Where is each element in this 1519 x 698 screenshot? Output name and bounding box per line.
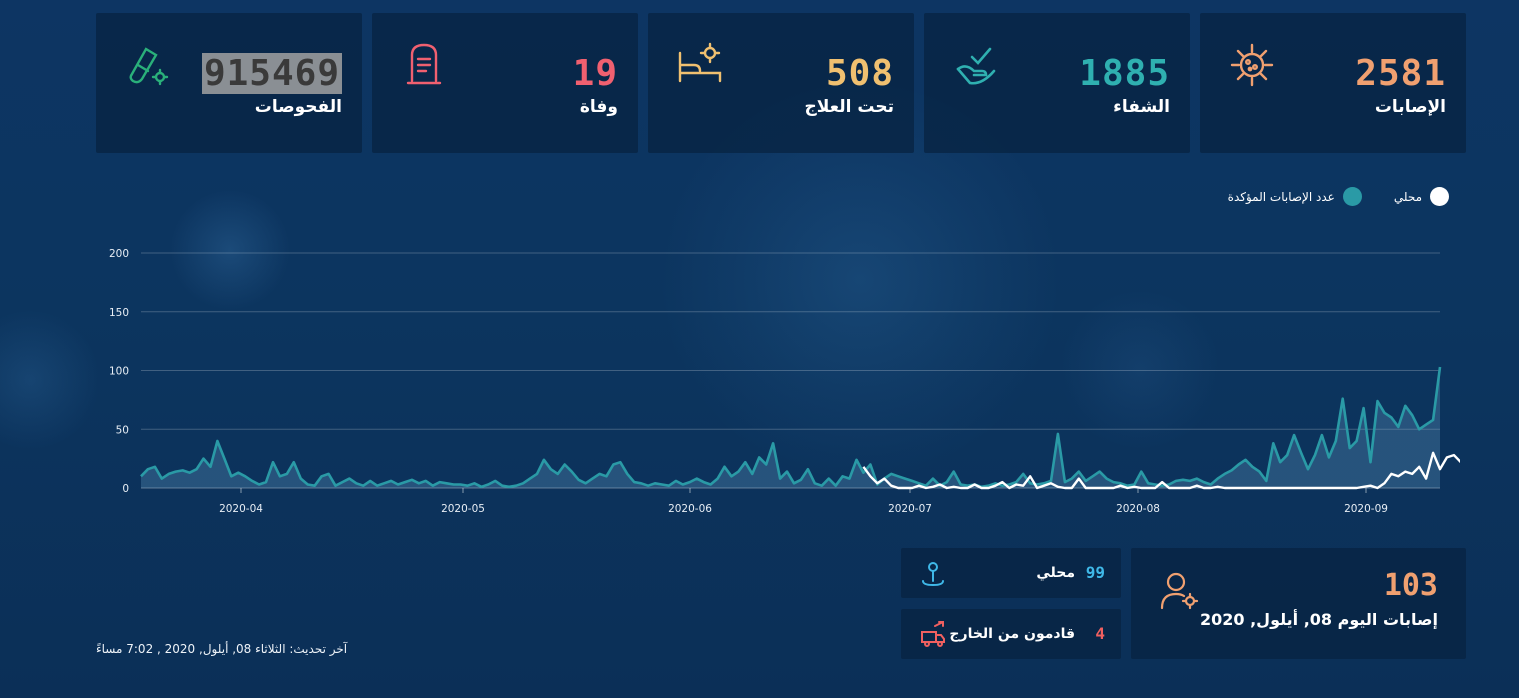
- abroad-cases-card: 4 قادمون من الخارج: [901, 609, 1121, 659]
- stat-value: 508: [825, 53, 894, 94]
- legend-swatch-confirmed: [1342, 187, 1362, 206]
- x-tick-label: 2020-06: [668, 503, 712, 515]
- location-pin-icon: [922, 562, 944, 587]
- local-series-line: [862, 451, 1460, 490]
- stat-label: وفاة: [579, 97, 618, 117]
- y-tick-label: 100: [109, 366, 129, 378]
- stat-label: الإصابات: [1374, 97, 1446, 117]
- confirmed-series-line: [140, 366, 1442, 489]
- cases-chart: 0 50 100 150 200 2020-04 2020-05 2020-06 2020-07…: [109, 248, 1460, 515]
- local-cases-label: محلي: [1036, 565, 1075, 581]
- y-tick-label: 200: [109, 248, 129, 260]
- local-cases-card: 99 محلي: [901, 548, 1121, 598]
- legend-label-local: محلي: [1393, 189, 1422, 204]
- y-tick-label: 0: [122, 483, 129, 495]
- legend-item-local[interactable]: محلي: [1394, 187, 1449, 206]
- test-tube-icon: [129, 47, 169, 86]
- legend-label-confirmed: عدد الإصابات المؤكدة: [1227, 189, 1335, 204]
- y-tick-label: 150: [109, 307, 129, 319]
- abroad-cases-value: 4: [1095, 624, 1105, 643]
- chart-legend: عدد الإصابات المؤكدة محلي: [1228, 187, 1449, 206]
- x-tick-label: 2020-09: [1344, 503, 1388, 515]
- stat-card-tests: 915469 الفحوصات: [96, 13, 362, 153]
- today-cases-label: إصابات اليوم 08, أيلول, 2020: [1200, 610, 1438, 629]
- virus-icon: [1230, 43, 1274, 87]
- stat-label: تحت العلاج: [804, 97, 894, 117]
- x-tick-label: 2020-07: [888, 503, 932, 515]
- stat-card-cases: 2581 الإصابات: [1200, 13, 1466, 153]
- stat-label: الفحوصات: [254, 97, 342, 117]
- stat-card-treatment: 508 تحت العلاج: [648, 13, 914, 153]
- stat-value: 915469: [201, 53, 342, 94]
- today-cases-card: 103 إصابات اليوم 08, أيلول, 2020: [1131, 548, 1466, 659]
- user-gear-icon: [1160, 572, 1199, 610]
- legend-swatch-local: [1430, 187, 1449, 206]
- plane-truck-icon: [921, 621, 945, 647]
- x-tick-label: 2020-04: [219, 503, 263, 515]
- stat-label: الشفاء: [1113, 97, 1170, 117]
- stat-value: 19: [572, 53, 618, 94]
- confirmed-series-area: [141, 367, 1440, 488]
- stat-card-deaths: 19 وفاة: [372, 13, 638, 153]
- tombstone-icon: [406, 43, 442, 85]
- abroad-cases-label: قادمون من الخارج: [949, 626, 1075, 642]
- last-update-text: آخر تحديث: الثلاثاء 08, أيلول, 2020 , 7:…: [96, 642, 348, 656]
- legend-item-confirmed[interactable]: عدد الإصابات المؤكدة: [1228, 187, 1362, 206]
- y-tick-label: 50: [116, 424, 129, 436]
- hand-check-icon: [956, 47, 996, 85]
- today-cases-value: 103: [1383, 568, 1438, 603]
- x-tick-label: 2020-08: [1116, 503, 1160, 515]
- stat-card-recovered: 1885 الشفاء: [924, 13, 1190, 153]
- local-cases-value: 99: [1085, 563, 1105, 582]
- hospital-bed-icon: [678, 42, 722, 83]
- stat-value: 1885: [1079, 53, 1170, 94]
- x-tick-label: 2020-05: [441, 503, 485, 515]
- stat-value: 2581: [1355, 53, 1446, 94]
